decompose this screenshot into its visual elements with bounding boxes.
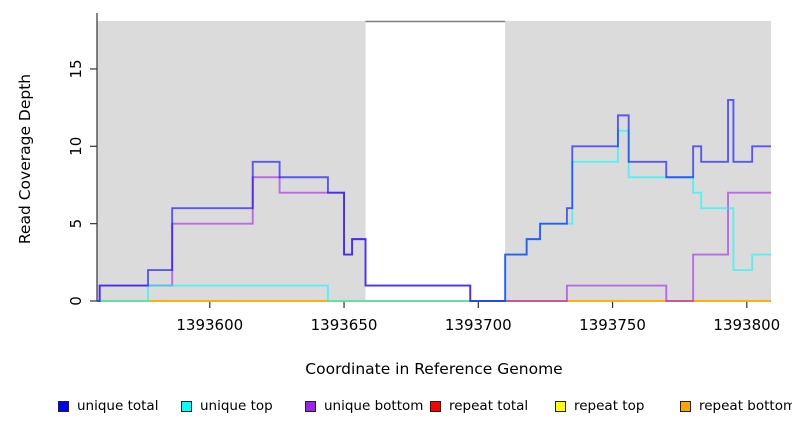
legend-swatch-unique-total — [58, 400, 69, 412]
legend-label: repeat total — [449, 398, 529, 414]
y-tick-label: 0 — [67, 296, 85, 306]
chart-legend: unique total unique top unique bottom repea… — [0, 395, 792, 421]
legend-item-repeat-top: repeat top — [555, 395, 644, 417]
x-tick-label: 1393750 — [579, 316, 646, 334]
x-axis-title: Coordinate in Reference Genome — [305, 360, 563, 378]
legend-swatch-repeat-bottom — [680, 400, 691, 412]
legend-item-repeat-total: repeat total — [430, 395, 528, 417]
y-tick-label: 5 — [67, 219, 85, 229]
legend-label: unique total — [77, 398, 159, 414]
legend-item-repeat-bottom: repeat bottom — [680, 395, 792, 417]
y-axis-title: Read Coverage Depth — [16, 73, 34, 245]
legend-swatch-unique-top — [181, 400, 192, 412]
legend-item-unique-total: unique total — [58, 395, 158, 417]
series-line-unique-total — [97, 98, 771, 302]
coverage-chart: 0 5 10 15 1393600 1393650 1393700 1393750 139380… — [67, 13, 780, 334]
legend-label: unique bottom — [324, 398, 424, 414]
x-tick-label: 1393600 — [176, 316, 243, 334]
legend-item-unique-top: unique top — [181, 395, 273, 417]
x-tick-label: 1393700 — [445, 316, 512, 334]
series-line-unique-top — [97, 129, 771, 302]
x-tick-label: 1393800 — [713, 316, 780, 334]
legend-label: unique top — [200, 398, 273, 414]
legend-swatch-repeat-top — [555, 400, 566, 412]
x-tick-label: 1393650 — [311, 316, 378, 334]
y-tick-label: 15 — [67, 59, 85, 78]
legend-swatch-repeat-total — [430, 400, 441, 412]
legend-label: repeat bottom — [699, 398, 792, 414]
y-tick-label: 10 — [67, 137, 85, 156]
legend-item-unique-bottom: unique bottom — [305, 395, 423, 417]
legend-swatch-unique-bottom — [305, 400, 316, 412]
legend-label: repeat top — [574, 398, 645, 414]
left-repeat-region — [97, 21, 366, 301]
